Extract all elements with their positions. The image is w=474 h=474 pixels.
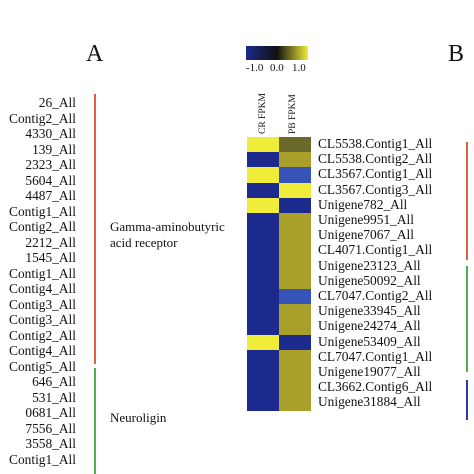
left-gene-label: 4330_All (25, 126, 76, 141)
left-gene-label: Contig4_All (9, 343, 76, 358)
heatmap-row-label: CL7047.Contig1_All (318, 348, 433, 364)
column-label-pb: PB FPKM (288, 94, 298, 134)
left-gene-label: 26_All (38, 95, 76, 110)
left-group-bar-gaba (94, 94, 96, 364)
left-gene-label: Contig1_All (9, 451, 76, 467)
left-gene-label: 2323_All (25, 157, 76, 172)
heatmap-cell (279, 197, 311, 214)
heatmap-row-label: CL5538.Contig1_All (318, 136, 433, 151)
right-group-bar-other (466, 380, 468, 420)
heatmap-row-label: Unigene9951_All (318, 212, 414, 227)
heatmap-cell (247, 289, 279, 305)
left-gene-label: Contig4_All (9, 281, 76, 296)
category-label-neuroligin: Neuroligin (110, 410, 167, 425)
colorbar (246, 46, 308, 60)
heatmap-cell (279, 380, 311, 396)
category-label-gaba-line2: acid receptor (110, 235, 178, 250)
heatmap-cell (247, 228, 279, 244)
heatmap-cell (279, 228, 311, 244)
heatmap-cell (279, 349, 311, 366)
left-gene-label: 3558_All (25, 436, 76, 451)
heatmap-cell (247, 258, 279, 275)
heatmap-cell (247, 167, 279, 184)
heatmap-cell (247, 365, 279, 381)
heatmap-cell (279, 258, 311, 275)
heatmap-cell (279, 319, 311, 336)
heatmap-cell (247, 334, 279, 351)
heatmap-row-label: CL3567.Contig3_All (318, 181, 433, 197)
heatmap-cell (279, 213, 311, 229)
heatmap-row-label: Unigene782_All (318, 196, 408, 212)
heatmap-row-label: CL5538.Contig2_All (318, 151, 433, 167)
colorbar-tick-min: -1.0 (246, 62, 264, 74)
heatmap-cell (279, 167, 311, 184)
heatmap-cell (279, 395, 311, 412)
heatmap-cell (247, 304, 279, 320)
heatmap-cell (279, 304, 311, 320)
heatmap-row-label: CL3567.Contig1_All (318, 166, 433, 182)
heatmap-row-label: CL3662.Contig6_All (318, 379, 433, 395)
heatmap-row-label: Unigene53409_All (318, 333, 421, 349)
panel-label-a: A (86, 41, 104, 67)
heatmap-cell (247, 380, 279, 396)
heatmap-cell (279, 182, 311, 199)
heatmap-row-label: Unigene31884_All (318, 394, 421, 410)
heatmap-row-label: Unigene24274_All (318, 318, 421, 334)
left-gene-label: 646_All (32, 374, 76, 389)
heatmap-cell (247, 182, 279, 199)
heatmap-cell (247, 395, 279, 412)
heatmap-cell (247, 137, 279, 153)
left-gene-label: Contig5_All (9, 358, 76, 374)
heatmap-cell (279, 365, 311, 381)
heatmap-cell (247, 197, 279, 214)
colorbar-tick-max: 1.0 (292, 62, 306, 74)
heatmap-row-label: Unigene19077_All (318, 364, 421, 379)
right-group-bar-gaba (466, 142, 468, 260)
category-label-gaba-line1: Gamma-aminobutyric (110, 219, 225, 234)
heatmap-row-label: Unigene7067_All (318, 227, 414, 243)
heatmap-row-label: Unigene50092_All (318, 272, 421, 288)
left-gene-label: Contig3_All (9, 296, 76, 312)
left-gene-label: 7556_All (25, 420, 76, 436)
left-gene-label: 4487_All (25, 188, 76, 203)
left-gene-label: 139_All (32, 141, 76, 157)
heatmap-cell (279, 289, 311, 305)
left-gene-label: Contig1_All (9, 203, 76, 219)
left-group-bar-neuroligin (94, 368, 96, 474)
heatmap-cell (279, 152, 311, 168)
left-gene-label: Contig3_All (9, 312, 76, 327)
heatmap-cell (279, 273, 311, 290)
heatmap-cell (247, 213, 279, 229)
left-gene-label: 531_All (32, 389, 76, 405)
left-gene-label: 1545_All (25, 250, 76, 265)
colorbar-tick-mid: 0.0 (270, 62, 284, 74)
left-gene-label: Contig2_All (9, 110, 76, 126)
heatmap-row-label: CL7047.Contig2_All (318, 288, 433, 303)
right-group-bar-neuroligin (466, 266, 468, 372)
left-gene-label: Contig2_All (9, 327, 76, 343)
heatmap-cell (279, 243, 311, 260)
left-gene-label: Contig1_All (9, 265, 76, 281)
left-gene-label: 5604_All (25, 172, 76, 188)
heatmap-cell (247, 319, 279, 336)
heatmap-row-label: Unigene23123_All (318, 257, 421, 273)
left-gene-label: Contig2_All (9, 219, 76, 234)
heatmap-cell (247, 273, 279, 290)
heatmap-cell (279, 334, 311, 351)
left-gene-label: 2212_All (25, 234, 76, 250)
panel-label-b: B (448, 41, 465, 67)
heatmap-row-label: CL4071.Contig1_All (318, 242, 433, 258)
heatmap-cell (247, 152, 279, 168)
heatmap-cell (279, 137, 311, 153)
heatmap-row-label: Unigene33945_All (318, 303, 421, 319)
column-label-cr: CR FPKM (258, 93, 268, 134)
heatmap-cell (247, 349, 279, 366)
left-gene-label: 0681_All (25, 405, 76, 420)
heatmap-cell (247, 243, 279, 260)
